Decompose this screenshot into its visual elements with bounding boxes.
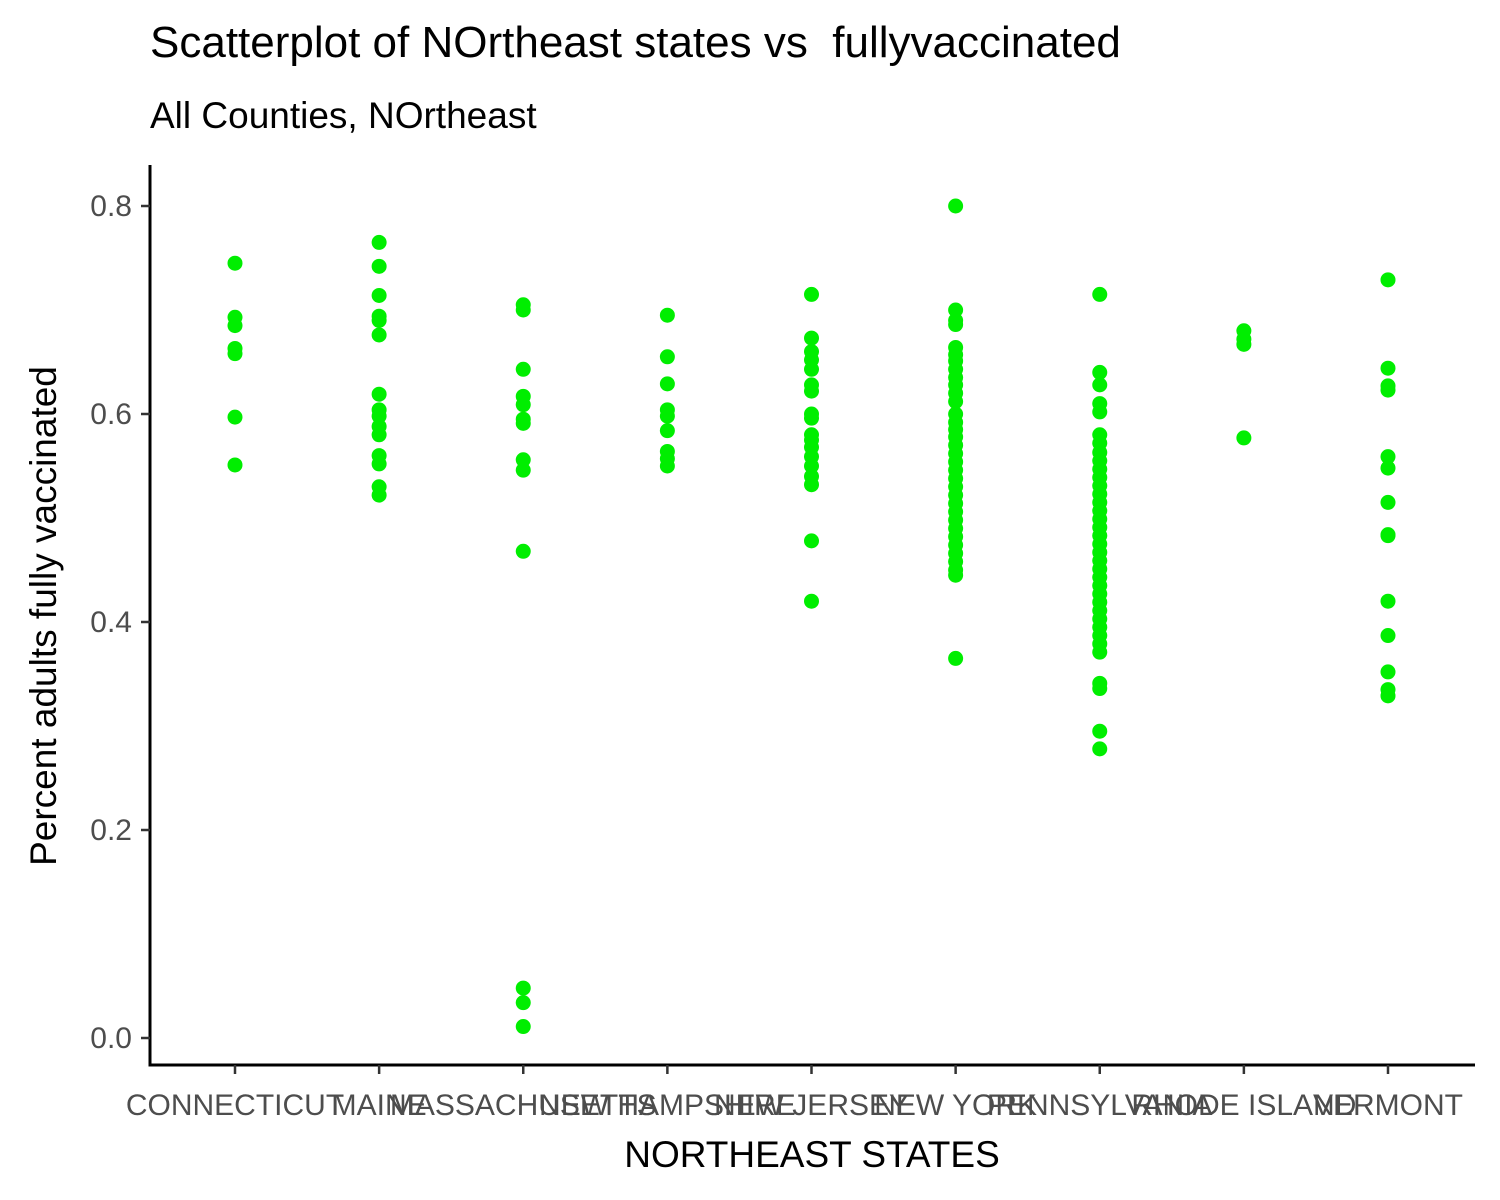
data-point [948, 317, 964, 333]
data-point [1380, 382, 1396, 398]
y-tick-label: 0.0 [90, 1022, 132, 1055]
data-point [1380, 664, 1396, 680]
y-tick-label: 0.8 [90, 190, 132, 223]
data-point [948, 198, 964, 214]
data-point [659, 423, 675, 439]
data-point [1236, 430, 1252, 446]
data-point [948, 394, 964, 410]
x-tick-label: NEW HAMPSHIRE [539, 1089, 796, 1122]
data-point [1380, 460, 1396, 476]
data-point [659, 349, 675, 365]
data-point [371, 258, 387, 274]
data-point [804, 593, 819, 609]
data-point [1380, 494, 1396, 510]
y-tick-label: 0.6 [90, 398, 132, 431]
data-point [659, 376, 675, 392]
data-point [515, 302, 531, 318]
y-axis-title: Percent adults fully vaccinated [23, 366, 64, 866]
data-point [227, 409, 243, 425]
data-point [515, 397, 531, 413]
data-point [515, 361, 531, 377]
data-point [804, 286, 819, 302]
data-point [1092, 377, 1108, 393]
data-point [371, 327, 387, 343]
data-point [1380, 688, 1396, 704]
data-point [1092, 404, 1108, 420]
data-point [659, 307, 675, 323]
data-point [659, 408, 675, 424]
data-point [1236, 336, 1252, 352]
data-point [1380, 528, 1396, 544]
data-point [804, 410, 819, 426]
data-point [227, 457, 243, 473]
data-point [1380, 593, 1396, 609]
y-tick-label: 0.2 [90, 814, 132, 847]
data-point [804, 477, 819, 493]
y-axis-ticks: 0.0 0.2 0.4 0.6 0.8 [90, 190, 150, 1055]
x-tick-label: NEW JERSEY [714, 1089, 909, 1122]
x-tick-label: MASSACHUSETTS [390, 1089, 657, 1122]
x-tick-label: RHODE ISLAND [1131, 1089, 1356, 1122]
x-tick-label: CONNECTICUT [126, 1089, 344, 1122]
data-point [1380, 449, 1396, 465]
data-point [948, 302, 964, 318]
data-point [371, 408, 387, 424]
x-tick-label: PENNSYLVANIA [987, 1089, 1213, 1122]
x-tick-label: MAINE [332, 1089, 427, 1122]
data-point [1092, 364, 1108, 380]
data-point [804, 533, 819, 549]
data-point [659, 458, 675, 474]
data-point [371, 312, 387, 328]
data-point [1380, 360, 1396, 376]
data-point [1092, 286, 1108, 302]
data-point [371, 234, 387, 250]
data-point [515, 995, 531, 1011]
data-point [515, 462, 531, 478]
data-point [1092, 644, 1108, 660]
x-tick-label: NEW YORK [874, 1089, 1037, 1122]
data-point [804, 330, 819, 346]
y-tick-label: 0.4 [90, 606, 132, 639]
data-point [804, 361, 819, 377]
data-point [227, 318, 243, 334]
chart-title: Scatterplot of NOrtheast states vs fully… [150, 18, 1121, 67]
data-point [227, 346, 243, 362]
data-point [371, 456, 387, 472]
data-point [1380, 628, 1396, 644]
data-point [371, 427, 387, 443]
data-point [227, 255, 243, 271]
chart-subtitle: All Counties, NOrtheast [150, 95, 537, 136]
data-points [227, 198, 1396, 1035]
data-point [515, 1019, 531, 1035]
data-point [515, 415, 531, 431]
data-point [515, 980, 531, 996]
data-point [515, 452, 531, 468]
data-point [371, 287, 387, 303]
data-point [371, 386, 387, 402]
data-point [948, 567, 964, 583]
data-point [1092, 681, 1108, 697]
data-point [371, 487, 387, 503]
x-tick-label: VERMONT [1313, 1089, 1463, 1122]
data-point [515, 543, 531, 559]
data-point [1380, 272, 1396, 288]
data-point [1092, 723, 1108, 739]
data-point [1092, 741, 1108, 757]
data-point [804, 458, 819, 474]
data-point [804, 383, 819, 399]
data-point [948, 650, 964, 666]
x-axis-title: NORTHEAST STATES [624, 1134, 1000, 1175]
